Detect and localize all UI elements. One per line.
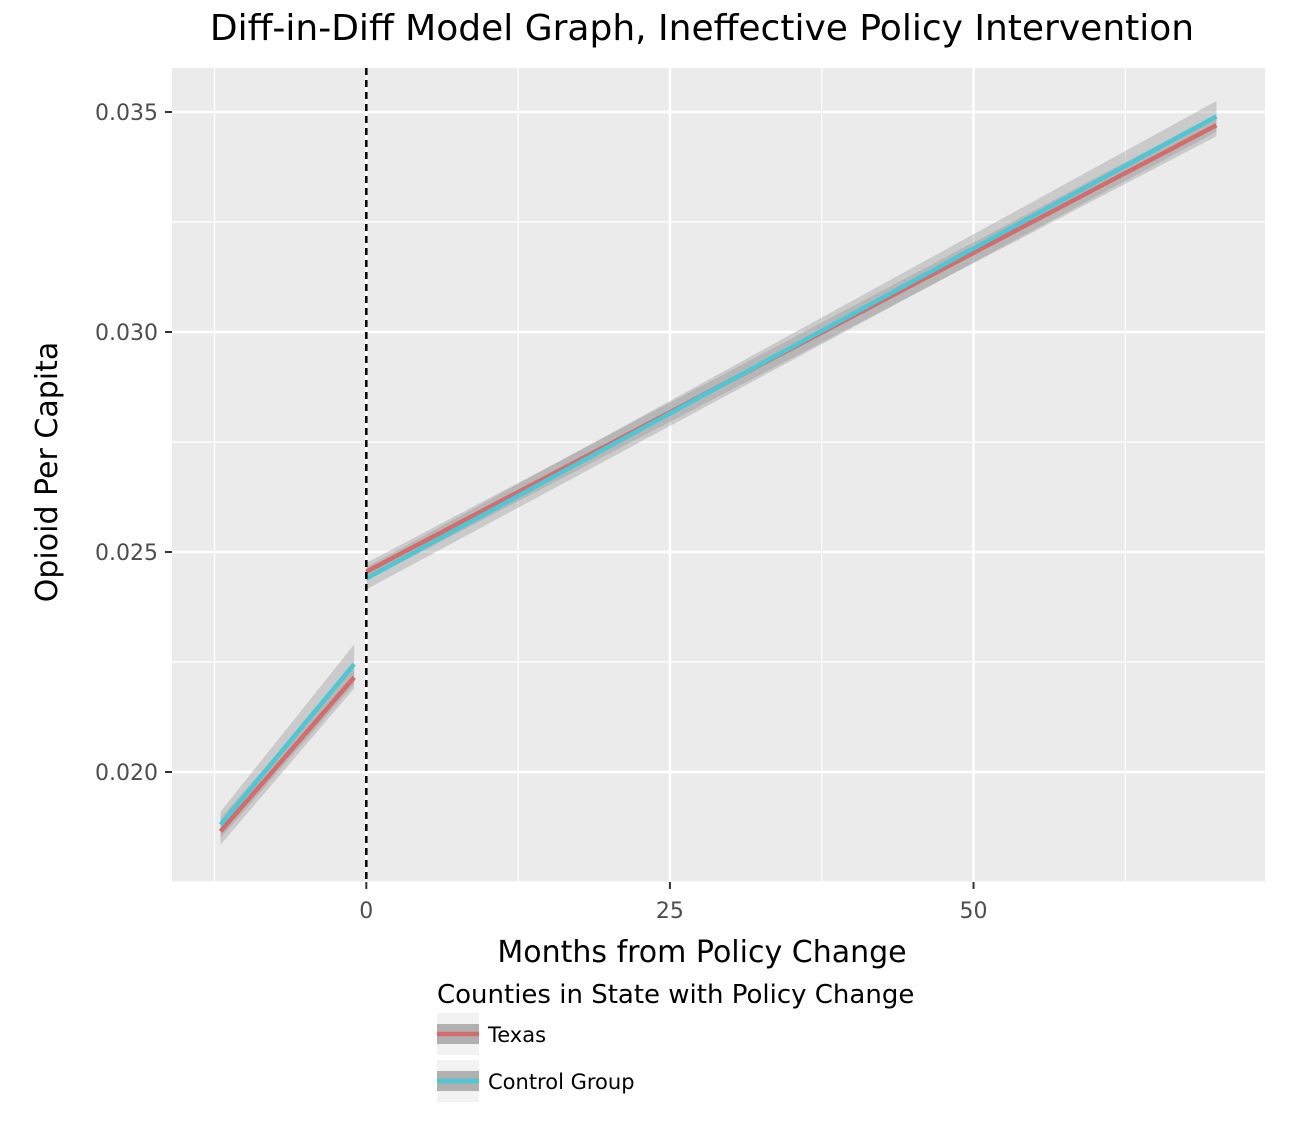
x-tick-label: 0 — [359, 899, 373, 924]
texas-legend-label: Texas — [487, 1023, 546, 1047]
control-group-line — [218, 662, 356, 827]
texas-line — [218, 675, 356, 833]
x-axis-title: Months from Policy Change — [497, 935, 906, 970]
y-tick-label: 0.020 — [95, 761, 158, 786]
minor-grid — [172, 68, 1265, 883]
legend-title: Counties in State with Policy Change — [437, 980, 914, 1010]
legend: Counties in State with Policy Change Tex… — [437, 980, 914, 1102]
series-lines — [218, 114, 1218, 833]
y-tick-label: 0.030 — [95, 321, 158, 346]
control-group-legend-label: Control Group — [488, 1070, 635, 1094]
chart-title: Diff-in-Diff Model Graph, Ineffective Po… — [210, 8, 1194, 49]
x-axis: 0 25 50 — [359, 882, 988, 924]
x-tick-label: 50 — [960, 899, 988, 924]
plot-panel — [172, 68, 1265, 882]
y-axis: 0.020 0.025 0.030 0.035 — [95, 101, 172, 786]
y-tick-label: 0.025 — [95, 541, 158, 566]
y-tick-label: 0.035 — [95, 101, 158, 126]
y-axis-title: Opioid Per Capita — [30, 342, 65, 602]
x-tick-label: 25 — [656, 899, 684, 924]
control-group-line — [365, 114, 1218, 581]
